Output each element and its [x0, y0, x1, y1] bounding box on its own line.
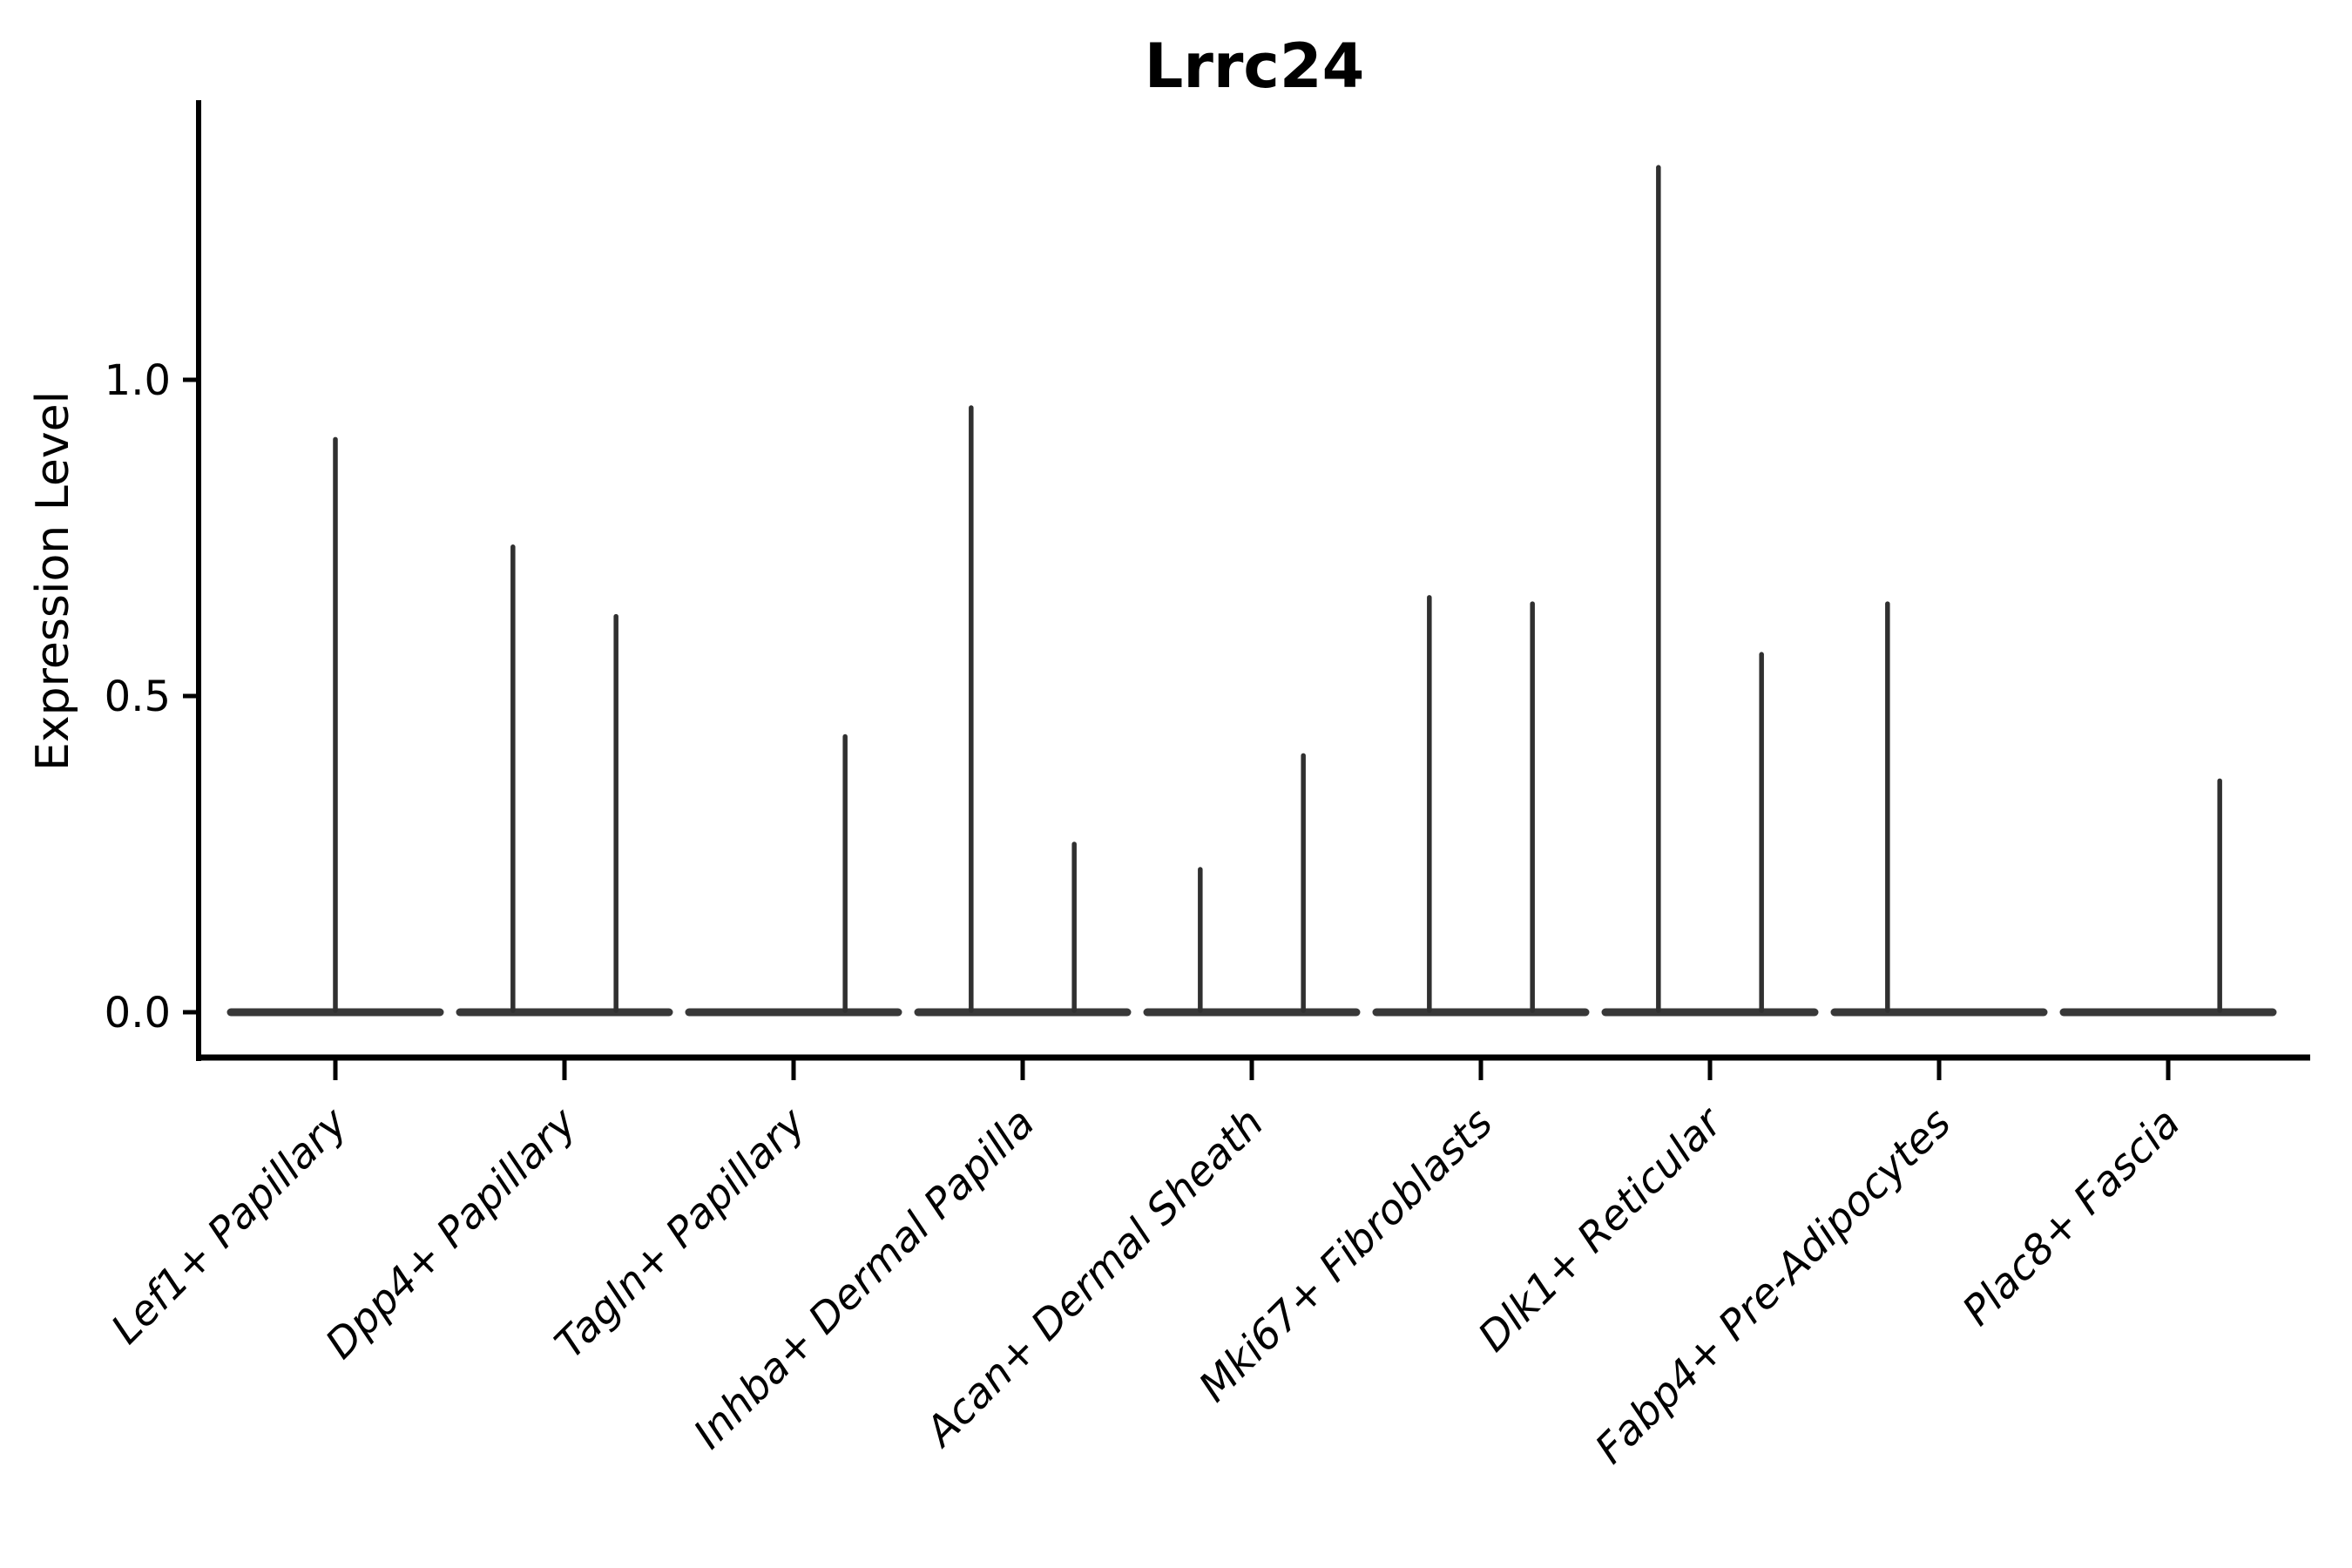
violins-layer — [226, 165, 2277, 1017]
x-tick-label: Dpp4+ Papillary — [316, 1098, 586, 1369]
chart-title: Lrrc24 — [1145, 30, 1365, 102]
x-tick-label: Plac8+ Fascia — [1953, 1099, 2189, 1335]
y-tick-label: 0.0 — [105, 989, 171, 1037]
x-tick-label: Lef1+ Papillary — [102, 1098, 357, 1354]
y-axis-label: Expression Level — [27, 391, 79, 771]
x-tick-label: Dlk1+ Reticular — [1470, 1098, 1734, 1362]
x-tick-label: Tagln+ Papillary — [546, 1098, 816, 1369]
y-tick-label: 1.0 — [105, 356, 171, 405]
y-tick-label: 0.5 — [105, 672, 171, 721]
y-axis-ticks: 0.0 0.5 1.0 — [105, 356, 199, 1037]
